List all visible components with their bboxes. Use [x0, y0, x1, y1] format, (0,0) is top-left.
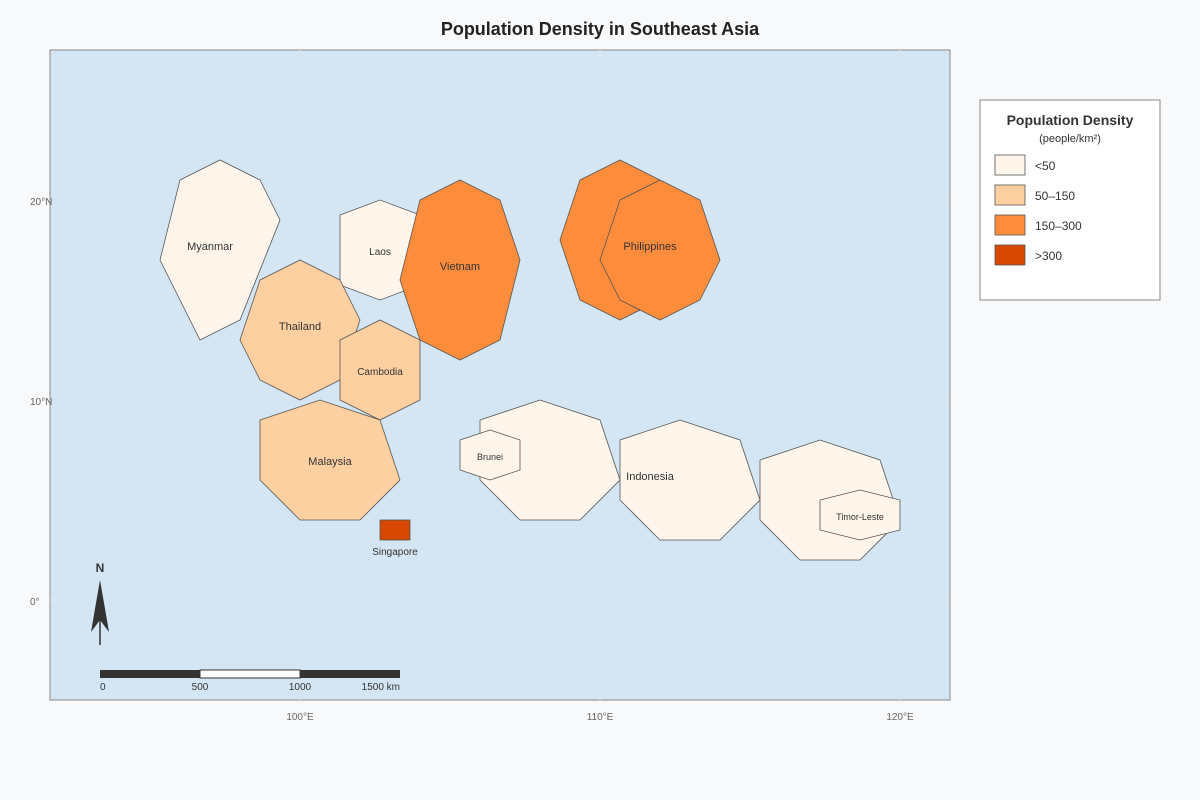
country-indonesia-borneo[interactable] [479, 399, 621, 521]
label-timor-leste: Timor-Leste [836, 512, 884, 522]
scale-bar-segment-3 [300, 670, 400, 678]
lon-label-110e: 110°E [587, 712, 614, 723]
lat-label-10n: 10°N [30, 397, 52, 408]
legend-label-lt50: <50 [1035, 159, 1056, 173]
lon-label-120e: 120°E [886, 712, 914, 723]
country-brunei[interactable] [459, 429, 521, 481]
lat-label-20n: 20°N [30, 197, 52, 208]
label-myanmar: Myanmar [187, 241, 233, 253]
label-brunei: Brunei [477, 452, 503, 462]
label-malaysia: Malaysia [308, 456, 352, 468]
label-indonesia: Indonesia [626, 471, 675, 483]
countries [159, 159, 901, 561]
scale-bar: 0 500 1000 1500 km [100, 669, 400, 693]
country-myanmar[interactable] [159, 159, 281, 341]
map-frame [49, 49, 951, 701]
legend-title: Population Density [1007, 112, 1134, 128]
label-vietnam: Vietnam [440, 261, 480, 273]
legend: Population Density (people/km²) <50 50–1… [979, 99, 1161, 301]
scale-bar-segment-2 [199, 669, 301, 679]
label-cambodia: Cambodia [357, 367, 403, 378]
scale-label-500: 500 [192, 682, 209, 693]
legend-label-150-300: 150–300 [1035, 219, 1082, 233]
legend-swatch-lt50 [994, 154, 1026, 176]
north-arrow-label: N [96, 561, 105, 575]
country-philippines-south[interactable] [599, 179, 721, 321]
legend-swatch-50-150 [994, 184, 1026, 206]
country-vietnam[interactable] [399, 179, 521, 361]
label-laos: Laos [369, 247, 391, 258]
scale-label-1000: 1000 [289, 682, 312, 693]
scale-label-0: 0 [100, 682, 106, 693]
map-title: Population Density in Southeast Asia [441, 19, 760, 39]
country-cambodia[interactable] [339, 319, 421, 421]
north-arrow-icon [91, 580, 109, 632]
legend-swatch-150-300 [994, 214, 1026, 236]
label-philippines: Philippines [623, 241, 677, 253]
legend-label-50-150: 50–150 [1035, 189, 1075, 203]
label-singapore: Singapore [372, 547, 418, 558]
legend-label-gt300: >300 [1035, 249, 1062, 263]
legend-subtitle: (people/km²) [1039, 133, 1101, 145]
legend-swatch-gt300 [994, 244, 1026, 266]
lat-label-0: 0° [30, 597, 40, 608]
lon-label-100e: 100°E [286, 712, 314, 723]
north-arrow: N [91, 561, 109, 645]
country-timor-leste[interactable] [819, 489, 901, 541]
scale-bar-segment-1 [100, 670, 200, 678]
country-malaysia[interactable] [259, 399, 401, 521]
country-singapore[interactable] [379, 519, 411, 541]
label-thailand: Thailand [279, 321, 321, 333]
country-indonesia-sulawesi[interactable] [619, 419, 761, 541]
country-labels: Myanmar Laos Vietnam Philippines Thailan… [187, 241, 884, 558]
scale-label-1500: 1500 km [362, 682, 400, 693]
